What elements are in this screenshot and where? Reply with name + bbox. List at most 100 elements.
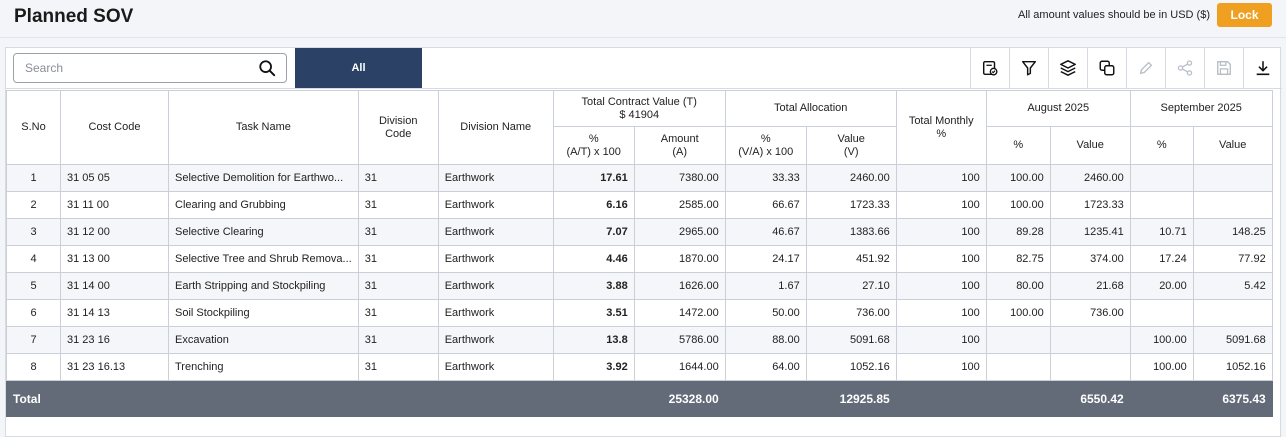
- cell-aug-value: 1723.33: [1049, 191, 1131, 219]
- tcv-amount: $ 41904: [619, 108, 660, 121]
- filter-icon[interactable]: [1009, 48, 1048, 88]
- cell-alloc-value: 736.00: [805, 299, 897, 327]
- tcv-label: Total Contract Value (T): [581, 95, 697, 108]
- header-cost-code: Cost Code: [60, 90, 169, 165]
- total-aug: 6550.42: [985, 380, 1131, 417]
- table-row[interactable]: 2 31 11 00 Clearing and Grubbing 31 Earthwor…: [6, 191, 1273, 219]
- cell-alloc-value: 2460.00: [805, 164, 897, 192]
- header-august-2025: August 2025: [985, 90, 1131, 127]
- search-input[interactable]: [14, 54, 244, 82]
- table-row[interactable]: 5 31 14 00 Earth Stripping and Stockpiling…: [6, 272, 1273, 300]
- cell-sep-value: 1052.16: [1192, 353, 1273, 381]
- cell-aug-pct: 100.00: [985, 164, 1051, 192]
- cell-cost-code: 31 14 13: [60, 299, 169, 327]
- cell-division-code: 31: [357, 245, 439, 273]
- alloc-pct-label: %: [760, 132, 771, 145]
- header-sep-value: Value: [1192, 126, 1273, 165]
- cell-division-code: 31: [357, 191, 439, 219]
- cell-sno: 6: [6, 299, 61, 327]
- header-division-code: Division Code: [357, 90, 439, 165]
- cell-division-code: 31: [357, 299, 439, 327]
- cell-monthly-pct: 100: [895, 326, 987, 354]
- cell-task-name: Soil Stockpiling: [168, 299, 359, 327]
- cell-sno: 8: [6, 353, 61, 381]
- cell-alloc-value: 1052.16: [805, 353, 897, 381]
- total-label: Total: [6, 380, 554, 417]
- save-icon[interactable]: [1204, 48, 1243, 88]
- cell-sep-value: 5091.68: [1192, 326, 1273, 354]
- cell-task-name: Selective Tree and Shrub Remova...: [168, 245, 359, 273]
- layers-icon[interactable]: [1048, 48, 1087, 88]
- cell-alloc-value: 1383.66: [805, 218, 897, 246]
- cell-division-name: Earthwork: [437, 245, 554, 273]
- cell-sep-value: [1192, 164, 1273, 192]
- cell-division-code: 31: [357, 272, 439, 300]
- cell-aug-value: 736.00: [1049, 299, 1131, 327]
- header-sep-pct: %: [1129, 126, 1194, 165]
- cell-alloc-pct: 66.67: [724, 191, 807, 219]
- search-icon[interactable]: [258, 59, 276, 77]
- sov-table: S.No Cost Code Task Name Division Code D…: [6, 90, 1273, 417]
- cell-cost-code: 31 23 16: [60, 326, 169, 354]
- monthly-label: Total Monthly: [908, 114, 974, 127]
- table-row[interactable]: 3 31 12 00 Selective Clearing 31 Earthwork 7.…: [6, 218, 1273, 246]
- cell-tcv-pct: 3.92: [552, 353, 635, 381]
- cell-sep-value: 77.92: [1192, 245, 1273, 273]
- cell-sep-pct: 20.00: [1129, 272, 1194, 300]
- monthly-sub: %: [936, 127, 947, 140]
- cell-division-code: 31: [357, 326, 439, 354]
- cell-aug-value: 374.00: [1049, 245, 1131, 273]
- cell-division-name: Earthwork: [437, 164, 554, 192]
- header-alloc-pct: % (V/A) x 100: [724, 126, 807, 165]
- table-row[interactable]: 6 31 14 13 Soil Stockpiling 31 Earthwork 3.51…: [6, 299, 1273, 327]
- cell-monthly-pct: 100: [895, 272, 987, 300]
- lock-button[interactable]: Lock: [1217, 3, 1272, 27]
- cell-division-name: Earthwork: [437, 353, 554, 381]
- cell-alloc-value: 5091.68: [805, 326, 897, 354]
- currency-note: All amount values should be in USD ($): [1018, 9, 1210, 21]
- cell-tcv-pct: 4.46: [552, 245, 635, 273]
- cell-tcv-amount: 2585.00: [633, 191, 726, 219]
- header-total-allocation: Total Allocation: [724, 90, 897, 127]
- share-icon[interactable]: [1165, 48, 1204, 88]
- cell-sep-value: 5.42: [1192, 272, 1273, 300]
- cell-alloc-value: 451.92: [805, 245, 897, 273]
- toolbar: All: [6, 48, 1282, 89]
- table-row[interactable]: 4 31 13 00 Selective Tree and Shrub Remova…: [6, 245, 1273, 273]
- alloc-val-label: Value: [837, 132, 865, 145]
- cell-alloc-pct: 88.00: [724, 326, 807, 354]
- cell-aug-value: 2460.00: [1049, 164, 1131, 192]
- header-total-contract-value: Total Contract Value (T) $ 41904: [552, 90, 726, 127]
- table-row[interactable]: 7 31 23 16 Excavation 31 Earthwork 13.8 5786.0…: [6, 326, 1273, 354]
- cell-alloc-pct: 46.67: [724, 218, 807, 246]
- tcv-amt-label: Amount: [660, 132, 699, 145]
- download-icon[interactable]: [1243, 48, 1282, 88]
- report-check-icon[interactable]: [970, 48, 1009, 88]
- cell-tcv-pct: 3.88: [552, 272, 635, 300]
- cell-task-name: Selective Clearing: [168, 218, 359, 246]
- total-monthly-empty: [895, 380, 987, 417]
- cell-aug-pct: 82.75: [985, 245, 1051, 273]
- alloc-pct-sub: (V/A) x 100: [738, 145, 794, 158]
- copy-icon[interactable]: [1087, 48, 1126, 88]
- cell-division-code: 31: [357, 218, 439, 246]
- cell-alloc-pct: 33.33: [724, 164, 807, 192]
- page-header: Planned SOV All amount values should be …: [0, 0, 1286, 38]
- cell-aug-pct: 89.28: [985, 218, 1051, 246]
- tcv-pct-sub: (A/T) x 100: [566, 145, 621, 158]
- cell-sep-pct: 17.24: [1129, 245, 1194, 273]
- header-tcv-pct: % (A/T) x 100: [552, 126, 635, 165]
- table-row[interactable]: 1 31 05 05 Selective Demolition for Earthw…: [6, 164, 1273, 192]
- cell-aug-pct: 100.00: [985, 191, 1051, 219]
- table-row[interactable]: 8 31 23 16.13 Trenching 31 Earthwork 3.92 1644…: [6, 353, 1273, 381]
- header-aug-value: Value: [1049, 126, 1131, 165]
- tab-all[interactable]: All: [295, 48, 422, 88]
- cell-sep-value: [1192, 191, 1273, 219]
- edit-icon[interactable]: [1126, 48, 1165, 88]
- cell-task-name: Earth Stripping and Stockpiling: [168, 272, 359, 300]
- header-task-name: Task Name: [168, 90, 359, 165]
- cell-task-name: Clearing and Grubbing: [168, 191, 359, 219]
- cell-cost-code: 31 11 00: [60, 191, 169, 219]
- sov-panel: All: [5, 47, 1282, 437]
- cell-tcv-amount: 7380.00: [633, 164, 726, 192]
